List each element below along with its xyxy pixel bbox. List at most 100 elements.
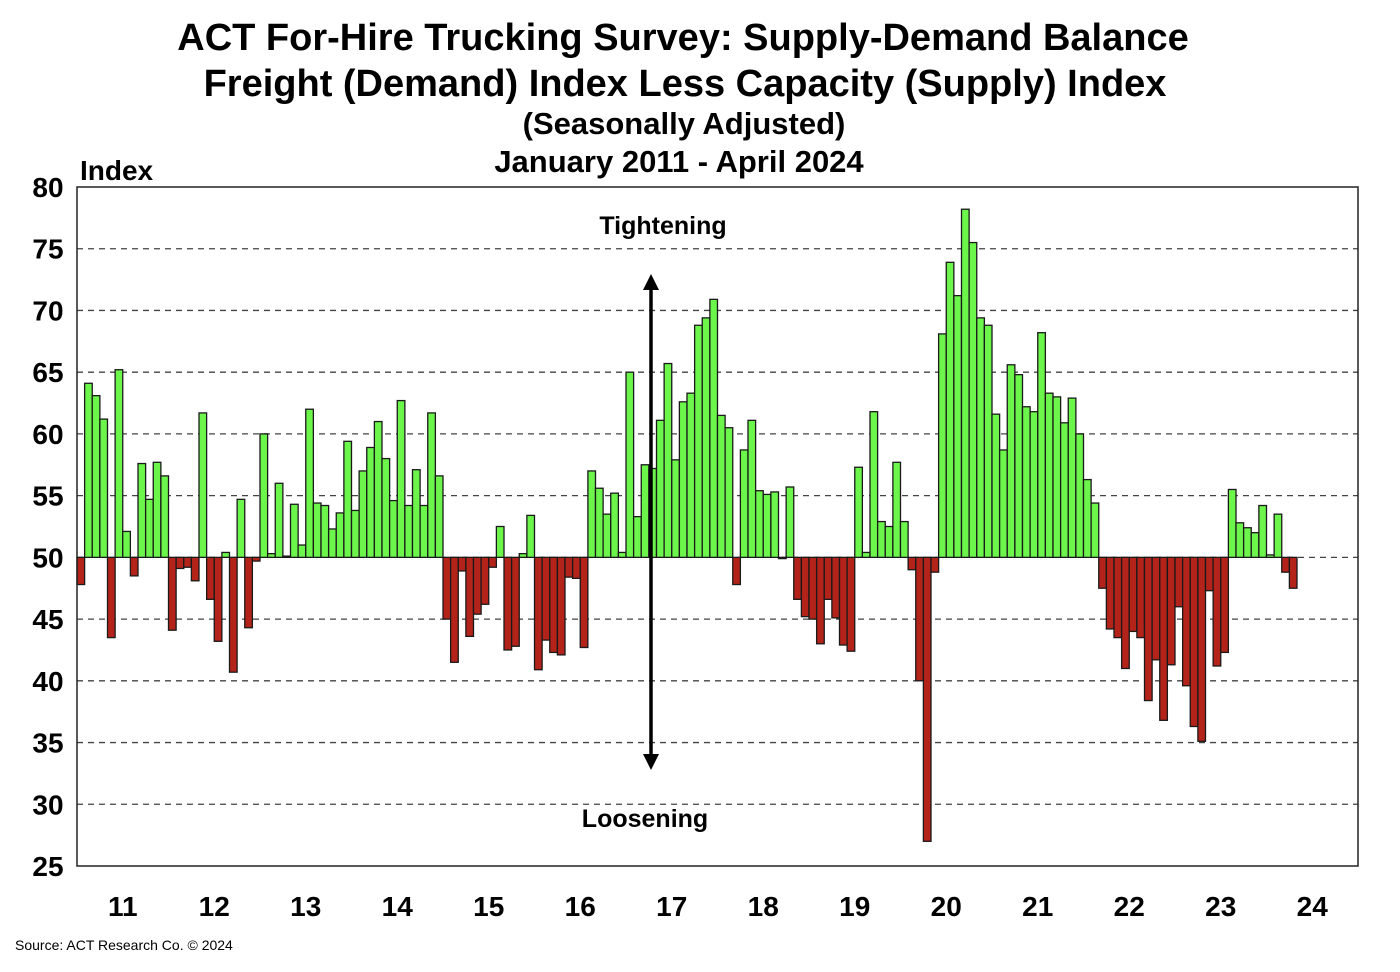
y-tick-label: 75 [32, 234, 63, 265]
bar [1281, 556, 1291, 573]
bar [823, 556, 833, 600]
bar [579, 556, 589, 649]
bar [1113, 556, 1123, 639]
bar [129, 556, 139, 577]
chart-date-range: January 2011 - April 2024 [494, 144, 864, 179]
bar [610, 492, 620, 559]
bar [251, 556, 261, 562]
bar [335, 512, 345, 559]
bar [236, 498, 246, 559]
bar [213, 556, 223, 642]
bar [1006, 364, 1016, 559]
x-tick-label: 11 [108, 891, 138, 922]
bar [602, 513, 612, 559]
bar [1220, 556, 1230, 654]
y-tick-label: 25 [32, 851, 63, 882]
bar [1227, 488, 1237, 559]
bar [205, 556, 215, 600]
bar [1204, 556, 1214, 592]
bar [854, 466, 864, 559]
y-tick-label: 50 [32, 542, 63, 573]
bar [876, 520, 886, 559]
y-tick-label: 35 [32, 728, 63, 759]
bar [1258, 504, 1268, 559]
bar [442, 556, 452, 620]
bar [1029, 411, 1039, 559]
bar [991, 413, 1001, 559]
bar [1166, 556, 1176, 666]
bar [160, 475, 170, 559]
bar [366, 446, 376, 559]
bar [693, 324, 703, 559]
bar [556, 556, 566, 656]
bar [541, 556, 551, 641]
bar [915, 556, 925, 682]
bar [175, 556, 185, 570]
bar [221, 551, 231, 559]
bar [282, 555, 292, 559]
bar [503, 556, 513, 651]
bar [770, 491, 780, 559]
bar [1014, 374, 1024, 559]
bar [427, 412, 437, 559]
bar [259, 433, 269, 559]
bar [632, 515, 642, 559]
bar [815, 556, 825, 645]
x-tick-label: 17 [656, 891, 687, 922]
bar [1090, 502, 1100, 559]
annotation-tightening: Tightening [599, 212, 726, 240]
bar [800, 556, 810, 618]
x-tick-label: 16 [565, 891, 596, 922]
bar [488, 556, 498, 568]
bar [724, 427, 734, 559]
bar [701, 317, 711, 559]
bar [1059, 422, 1069, 559]
bar [1105, 556, 1115, 630]
x-tick-label: 12 [199, 891, 230, 922]
bar [671, 459, 681, 559]
bar [549, 556, 559, 654]
bar [655, 419, 665, 559]
x-tick-label: 23 [1205, 891, 1236, 922]
chart-subtitle-adjusted: (Seasonally Adjusted) [523, 106, 846, 141]
bar [777, 556, 787, 560]
bar [99, 418, 109, 559]
y-tick-label: 65 [32, 357, 63, 388]
bar [190, 556, 200, 582]
bar [1037, 332, 1047, 559]
bar [373, 420, 383, 559]
bar [1128, 556, 1138, 633]
x-tick-label: 15 [473, 891, 504, 922]
bar [709, 298, 719, 559]
bar [1288, 556, 1298, 589]
bar [465, 556, 475, 638]
bar [1212, 556, 1222, 667]
bar [983, 324, 993, 559]
bar [381, 457, 391, 559]
bar [1250, 532, 1260, 559]
y-tick-label: 40 [32, 666, 63, 697]
bar [122, 530, 132, 559]
bar [266, 553, 276, 559]
annotation-loosening: Loosening [582, 805, 708, 833]
bar [861, 551, 871, 559]
bar [358, 470, 368, 559]
bar [396, 399, 406, 559]
bar [930, 556, 940, 573]
bar [1197, 556, 1207, 742]
bar [678, 401, 688, 559]
bar [1098, 556, 1108, 589]
bar [1265, 554, 1275, 559]
chart-subtitle: Freight (Demand) Index Less Capacity (Su… [204, 63, 1167, 105]
bar [152, 461, 162, 559]
bar [144, 498, 154, 559]
bar [831, 556, 841, 619]
bar [106, 556, 116, 639]
bar [785, 486, 795, 559]
bar [1151, 556, 1161, 661]
bar [1181, 556, 1191, 687]
x-tick-label: 18 [748, 891, 779, 922]
bar [350, 509, 360, 559]
y-tick-label: 70 [32, 295, 63, 326]
